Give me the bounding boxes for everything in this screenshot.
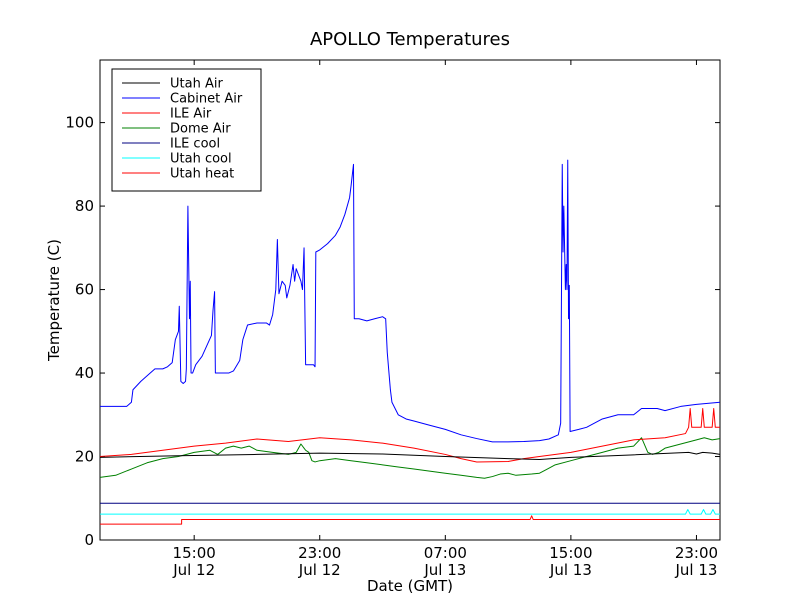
x-tick-label-date: Jul 13	[549, 561, 592, 579]
legend-label: Cabinet Air	[170, 92, 243, 107]
x-tick-label-time: 23:00	[298, 544, 341, 562]
y-tick-label: 80	[75, 197, 94, 215]
x-tick-label-date: Jul 12	[172, 561, 215, 579]
chart-title: APOLLO Temperatures	[310, 29, 510, 50]
legend-label: ILE Air	[170, 107, 212, 122]
series-line-utah-heat	[100, 515, 720, 525]
x-tick-label-date: Jul 12	[298, 561, 341, 579]
series-line-ile-air	[99, 408, 720, 463]
y-tick-label: 60	[75, 281, 94, 299]
tick-marks	[100, 60, 720, 541]
y-tick-label: 100	[65, 114, 94, 132]
series-line-cabinet-air	[100, 159, 721, 443]
series-lines	[99, 159, 721, 525]
x-axis-title: Date (GMT)	[367, 577, 453, 595]
x-tick-label-time: 15:00	[173, 544, 216, 562]
x-tick-label-date: Jul 13	[423, 561, 466, 579]
x-tick-label-date: Jul 13	[674, 561, 717, 579]
series-line-dome-air	[99, 437, 721, 479]
legend-label: Utah cool	[170, 152, 232, 167]
x-tick-label-time: 15:00	[549, 544, 592, 562]
legend-label: Utah heat	[170, 167, 234, 182]
series-line-utah-cool	[100, 509, 720, 515]
y-axis-title: Temperature (C)	[45, 239, 63, 362]
y-tick-labels: 0 20 40 60 80 100	[65, 114, 94, 549]
y-tick-label: 40	[75, 364, 94, 382]
legend-box	[111, 68, 262, 192]
legend-label: ILE cool	[170, 137, 220, 152]
x-tick-label-time: 23:00	[675, 544, 718, 562]
legend-label: Utah Air	[170, 77, 223, 92]
x-tick-label-time: 07:00	[424, 544, 467, 562]
legend-label: Dome Air	[170, 122, 231, 137]
y-tick-label: 20	[75, 448, 94, 466]
series-line-utah-air	[99, 451, 721, 460]
y-tick-label: 0	[84, 531, 94, 549]
